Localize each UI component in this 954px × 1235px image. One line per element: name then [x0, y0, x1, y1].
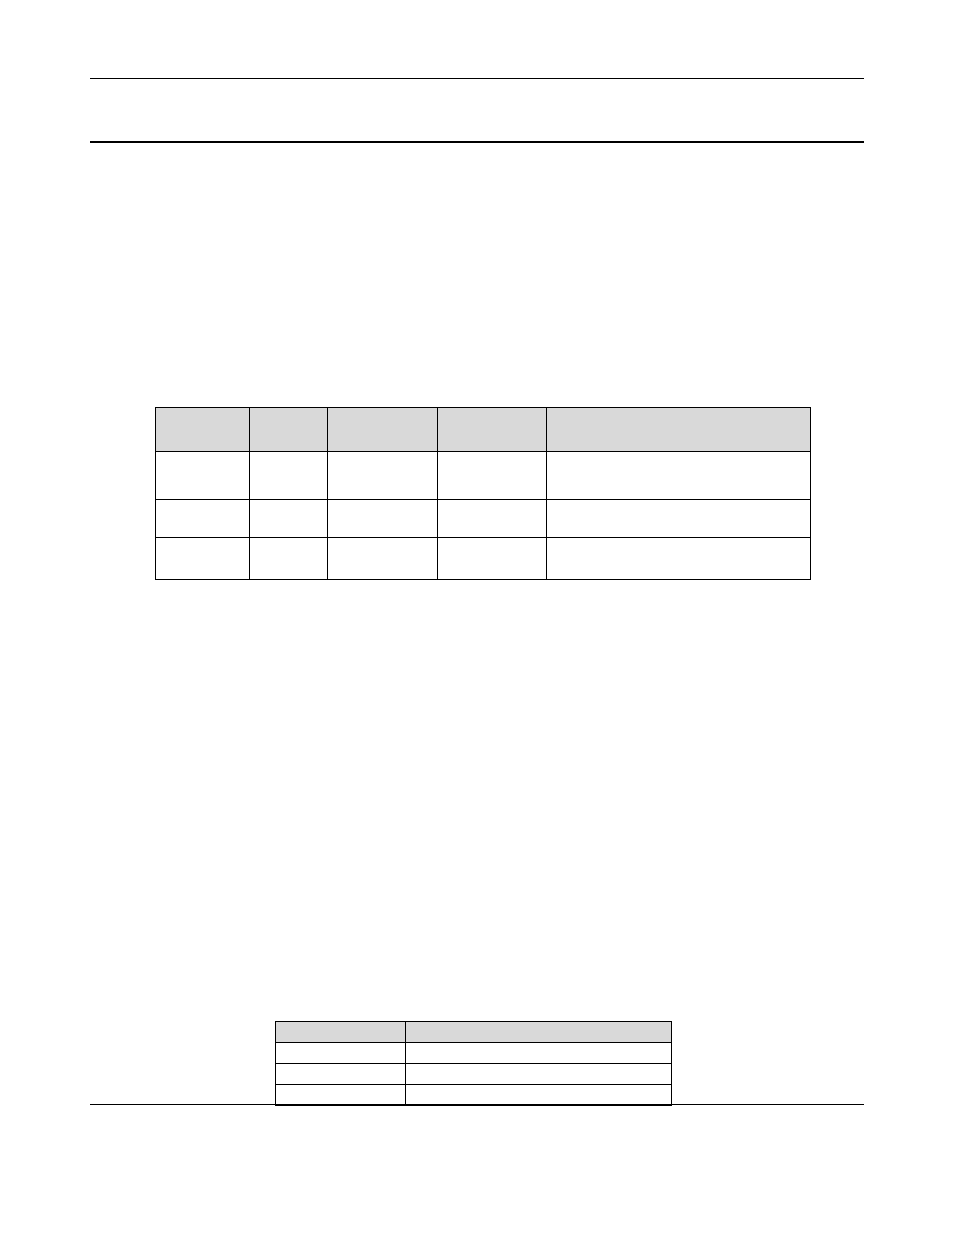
table-row	[276, 1064, 672, 1085]
table-cell	[276, 1064, 406, 1085]
table-2-header-cell	[405, 1022, 671, 1043]
table-cell	[405, 1064, 671, 1085]
footer-rule	[90, 1104, 864, 1105]
table-cell	[437, 452, 547, 500]
table-cell	[156, 500, 250, 538]
table-1-container	[155, 407, 811, 580]
table-cell	[249, 452, 327, 500]
table-cell	[276, 1085, 406, 1106]
table-1-header-cell	[249, 408, 327, 452]
table-cell	[327, 500, 437, 538]
table-cell	[276, 1043, 406, 1064]
table-2-header-cell	[276, 1022, 406, 1043]
table-cell	[547, 500, 811, 538]
table-cell	[547, 452, 811, 500]
table-cell	[327, 452, 437, 500]
table-1-header-cell	[547, 408, 811, 452]
table-cell	[437, 500, 547, 538]
table-row	[156, 538, 811, 580]
table-cell	[405, 1043, 671, 1064]
header-rule-thin	[90, 78, 864, 79]
table-cell	[156, 452, 250, 500]
table-2-container	[275, 1021, 672, 1106]
table-row	[276, 1043, 672, 1064]
table-2-header-row	[276, 1022, 672, 1043]
table-row	[156, 452, 811, 500]
header-rule-thick	[90, 141, 864, 143]
table-row	[156, 500, 811, 538]
page	[0, 0, 954, 1235]
table-1-header-cell	[327, 408, 437, 452]
table-cell	[249, 500, 327, 538]
table-cell	[249, 538, 327, 580]
table-1-header-cell	[156, 408, 250, 452]
table-1	[155, 407, 811, 580]
table-cell	[437, 538, 547, 580]
table-1-header-cell	[437, 408, 547, 452]
table-cell	[405, 1085, 671, 1106]
table-2	[275, 1021, 672, 1106]
table-cell	[547, 538, 811, 580]
table-row	[276, 1085, 672, 1106]
table-1-header-row	[156, 408, 811, 452]
table-cell	[156, 538, 250, 580]
table-cell	[327, 538, 437, 580]
